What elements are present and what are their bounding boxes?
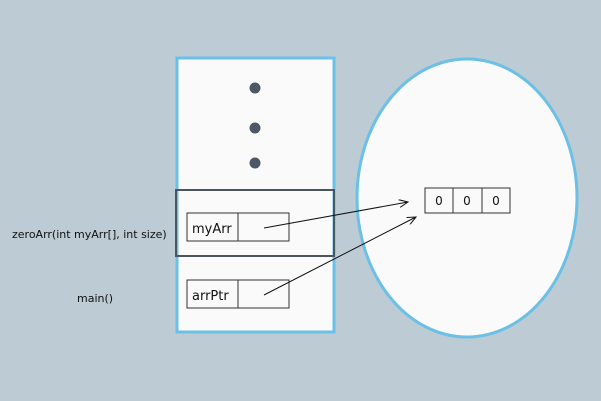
arrptr-pointer-arrow — [263, 217, 416, 296]
ellipsis-dot — [249, 82, 261, 94]
zeroarr-frame — [175, 189, 335, 257]
zeroarr-function-label: zeroArr(int myArr[], int size) — [12, 228, 167, 241]
main-function-label: main() — [77, 292, 113, 305]
ellipsis-dot — [249, 122, 261, 134]
myarr-label: myArr — [192, 222, 232, 237]
arrptr-label: arrPtr — [192, 289, 229, 304]
heap-array-cell-value: 0 — [435, 194, 443, 208]
ellipsis-dot — [249, 157, 261, 169]
myarr-pointer-arrow — [263, 202, 408, 229]
heap-array-cell-value: 0 — [463, 194, 471, 208]
heap-array — [424, 187, 511, 214]
heap-array-cell-value: 0 — [492, 194, 500, 208]
